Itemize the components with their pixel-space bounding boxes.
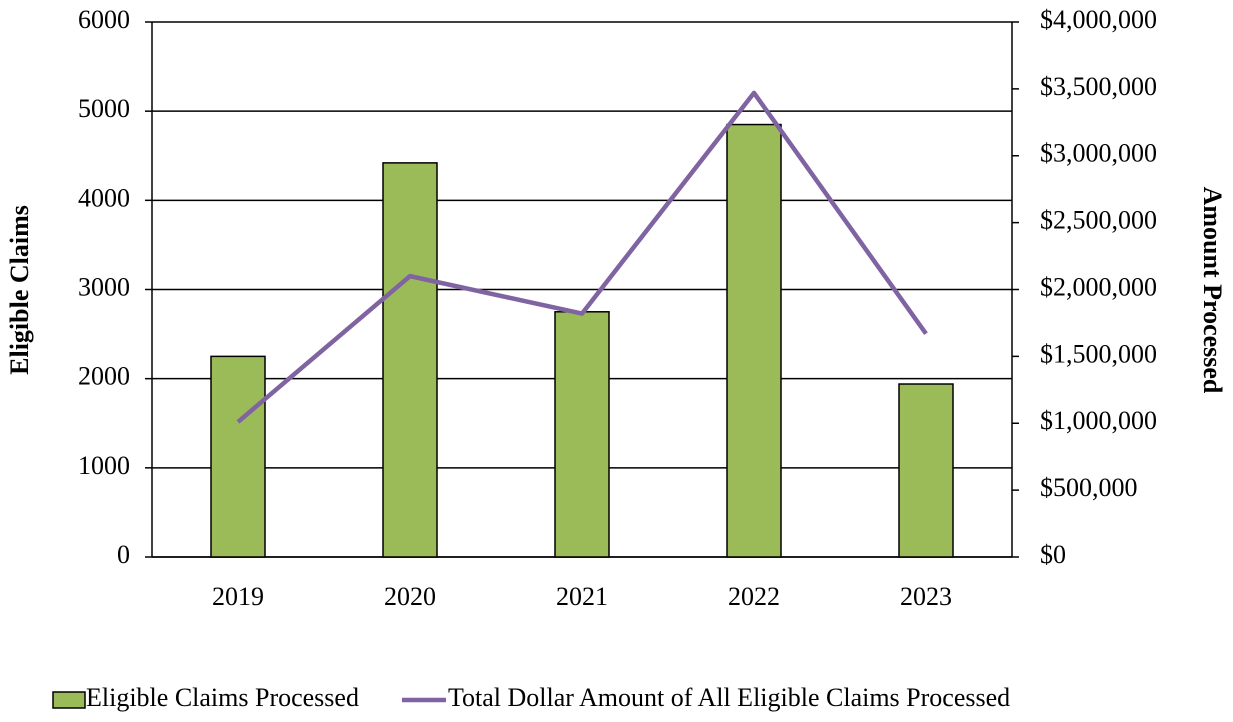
y2-tick-label: $3,000,000	[1040, 139, 1157, 168]
y-tick-label: 3000	[78, 272, 130, 301]
y2-tick-label: $500,000	[1040, 473, 1138, 502]
y-tick-label: 6000	[78, 5, 130, 34]
bar	[382, 162, 438, 558]
legend-swatch	[52, 691, 86, 709]
x-tick-label: 2021	[556, 582, 608, 611]
bar	[554, 311, 610, 558]
x-tick-label: 2020	[384, 582, 436, 611]
y2-tick-label: $4,000,000	[1040, 5, 1157, 34]
y2-tick-label: $0	[1040, 540, 1066, 569]
x-tick-label: 2022	[728, 582, 780, 611]
y-tick-label: 0	[117, 540, 130, 569]
y2-tick-label: $2,000,000	[1040, 272, 1157, 301]
y-tick-label: 1000	[78, 451, 130, 480]
y-tick-label: 2000	[78, 362, 130, 391]
y-tick-label: 4000	[78, 183, 130, 212]
y2-tick-label: $2,500,000	[1040, 206, 1157, 235]
legend-label: Total Dollar Amount of All Eligible Clai…	[448, 683, 1010, 712]
y-tick-label: 5000	[78, 94, 130, 123]
line	[236, 90, 928, 424]
x-tick-label: 2019	[212, 582, 264, 611]
legend-label: Eligible Claims Processed	[86, 683, 359, 712]
y-axis-title: Eligible Claims	[5, 205, 34, 375]
y2-tick-label: $3,500,000	[1040, 72, 1157, 101]
bar	[210, 355, 266, 558]
y2-tick-label: $1,500,000	[1040, 339, 1157, 368]
bar	[898, 383, 954, 558]
y2-axis-title: Amount Processed	[1198, 187, 1227, 394]
y2-tick-label: $1,000,000	[1040, 406, 1157, 435]
bar	[726, 123, 782, 558]
x-tick-label: 2023	[900, 582, 952, 611]
